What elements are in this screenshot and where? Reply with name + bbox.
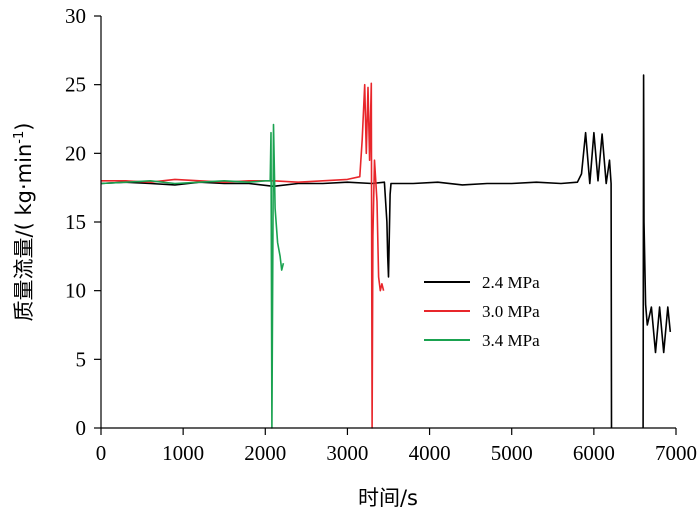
series-layer	[100, 74, 672, 429]
x-tick-label: 3000	[326, 441, 368, 465]
y-tick-label: 5	[76, 347, 87, 371]
y-ticks: 0 5 10 15 20 25 30	[65, 4, 101, 440]
legend-label: 3.0 MPa	[482, 302, 540, 321]
x-ticks: 0 1000 2000 3000 4000 5000 6000 7000	[96, 428, 697, 465]
x-tick-label: 2000	[244, 441, 286, 465]
legend-label: 3.4 MPa	[482, 331, 540, 350]
series-line	[642, 74, 672, 429]
series-line	[100, 131, 613, 429]
legend: 2.4 MPa 3.0 MPa 3.4 MPa	[424, 273, 540, 350]
y-tick-label: 0	[76, 416, 87, 440]
y-axis-title-close: )	[12, 123, 36, 131]
legend-label: 2.4 MPa	[482, 273, 540, 292]
series-line	[101, 82, 385, 429]
series-0	[100, 74, 672, 429]
y-axis-title-main: 质量流量/( kg·min	[12, 144, 36, 322]
x-axis-title: 时间/s	[358, 486, 418, 510]
series-2	[100, 123, 285, 429]
series-line	[100, 123, 285, 429]
y-tick-label: 30	[65, 4, 86, 28]
y-tick-label: 10	[65, 279, 86, 303]
series-1	[101, 82, 385, 429]
x-tick-label: 6000	[573, 441, 615, 465]
y-axis-title-superscript: -1	[12, 131, 27, 144]
x-tick-label: 7000	[655, 441, 697, 465]
y-tick-label: 25	[65, 73, 86, 97]
x-tick-label: 1000	[162, 441, 204, 465]
x-tick-label: 0	[96, 441, 107, 465]
y-axis-title: 质量流量/( kg·min-1)	[12, 123, 36, 322]
y-tick-label: 20	[65, 141, 86, 165]
y-tick-label: 15	[65, 210, 86, 234]
x-tick-label: 4000	[409, 441, 451, 465]
x-tick-label: 5000	[491, 441, 533, 465]
